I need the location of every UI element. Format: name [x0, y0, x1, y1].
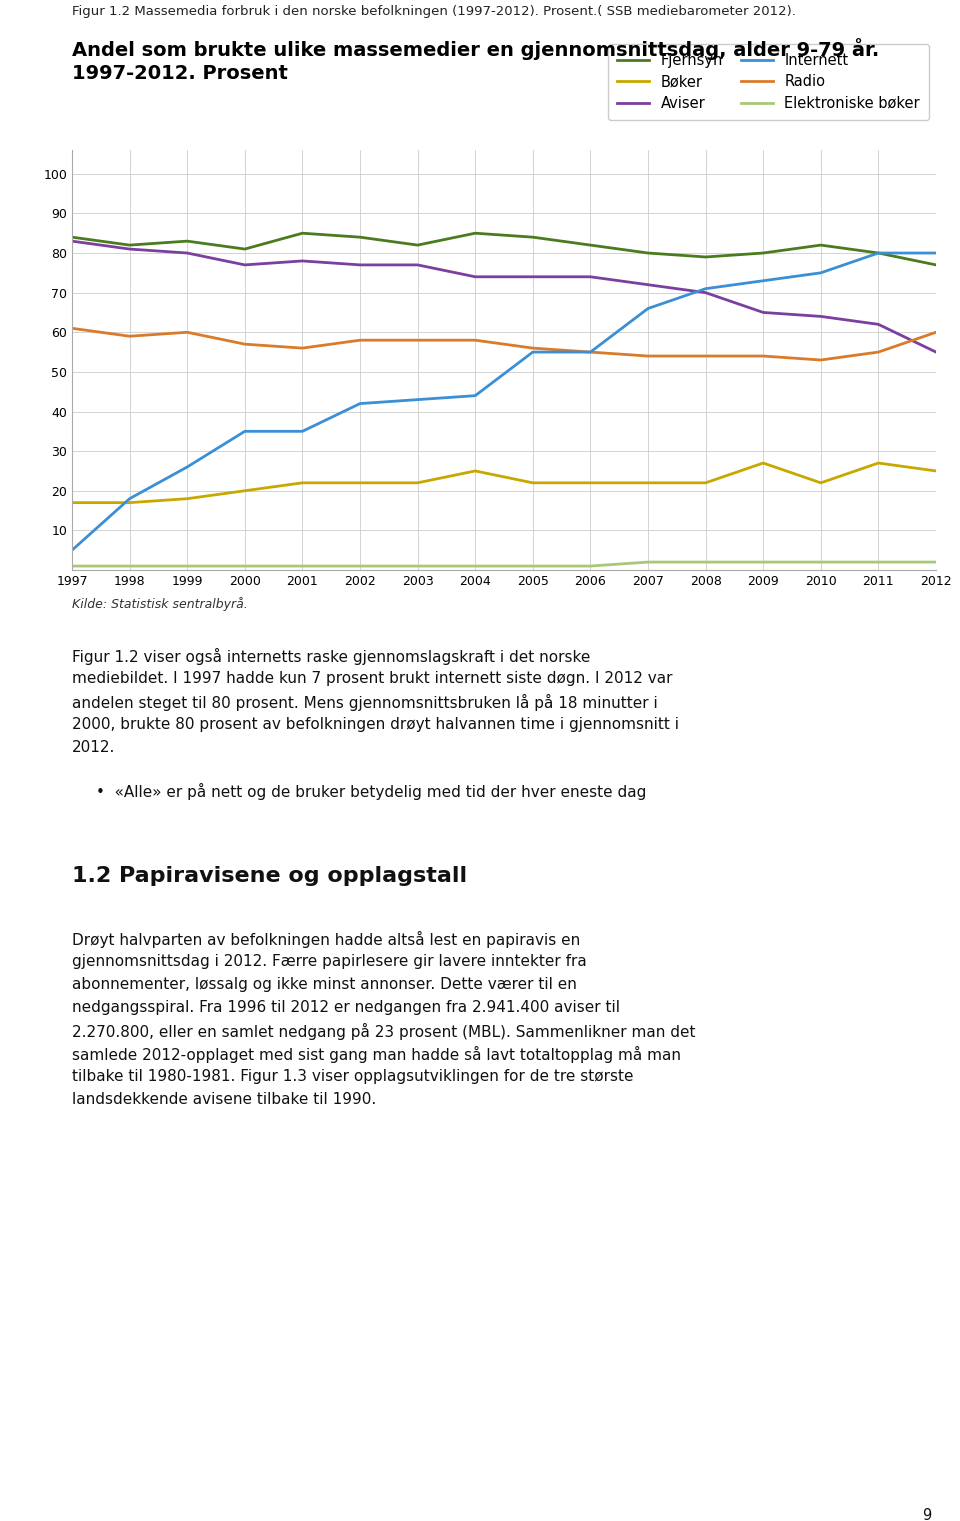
Text: Drøyt halvparten av befolkningen hadde altså lest en papiravis en: Drøyt halvparten av befolkningen hadde a…: [72, 931, 580, 948]
Text: •  «Alle» er på nett og de bruker betydelig med tid der hver eneste dag: • «Alle» er på nett og de bruker betydel…: [96, 783, 646, 800]
Text: nedgangsspiral. Fra 1996 til 2012 er nedgangen fra 2.941.400 aviser til: nedgangsspiral. Fra 1996 til 2012 er ned…: [72, 999, 620, 1015]
Text: abonnementer, løssalg og ikke minst annonser. Dette værer til en: abonnementer, løssalg og ikke minst anno…: [72, 976, 577, 992]
Text: Kilde: Statistisk sentralbyrå.: Kilde: Statistisk sentralbyrå.: [72, 598, 248, 611]
Text: 2.270.800, eller en samlet nedgang på 23 prosent (MBL). Sammenlikner man det: 2.270.800, eller en samlet nedgang på 23…: [72, 1024, 695, 1040]
Text: 9: 9: [922, 1507, 931, 1521]
Text: mediebildet. I 1997 hadde kun 7 prosent brukt internett siste døgn. I 2012 var: mediebildet. I 1997 hadde kun 7 prosent …: [72, 671, 673, 686]
Text: samlede 2012-opplaget med sist gang man hadde så lavt totaltopplag må man: samlede 2012-opplaget med sist gang man …: [72, 1046, 681, 1063]
Text: 2000, brukte 80 prosent av befolkningen drøyt halvannen time i gjennomsnitt i: 2000, brukte 80 prosent av befolkningen …: [72, 716, 679, 732]
Text: landsdekkende avisene tilbake til 1990.: landsdekkende avisene tilbake til 1990.: [72, 1092, 376, 1107]
Text: andelen steget til 80 prosent. Mens gjennomsnittsbruken lå på 18 minutter i: andelen steget til 80 prosent. Mens gjen…: [72, 694, 658, 710]
Text: 1.2 Papiravisene og opplagstall: 1.2 Papiravisene og opplagstall: [72, 865, 468, 887]
Legend: Fjernsyn, Bøker, Aviser, Internett, Radio, Elektroniske bøker: Fjernsyn, Bøker, Aviser, Internett, Radi…: [609, 44, 928, 120]
Text: Andel som brukte ulike massemedier en gjennomsnittsdag, alder 9-79 år.
1997-2012: Andel som brukte ulike massemedier en gj…: [72, 38, 879, 84]
Text: Figur 1.2 Massemedia forbruk i den norske befolkningen (1997-2012). Prosent.( SS: Figur 1.2 Massemedia forbruk i den norsk…: [72, 5, 796, 18]
Text: gjennomsnittsdag i 2012. Færre papirlesere gir lavere inntekter fra: gjennomsnittsdag i 2012. Færre papirlese…: [72, 954, 587, 969]
Text: tilbake til 1980-1981. Figur 1.3 viser opplagsutviklingen for de tre største: tilbake til 1980-1981. Figur 1.3 viser o…: [72, 1069, 634, 1084]
Text: Figur 1.2 viser også internetts raske gjennomslagskraft i det norske: Figur 1.2 viser også internetts raske gj…: [72, 648, 590, 665]
Text: 2012.: 2012.: [72, 741, 115, 754]
